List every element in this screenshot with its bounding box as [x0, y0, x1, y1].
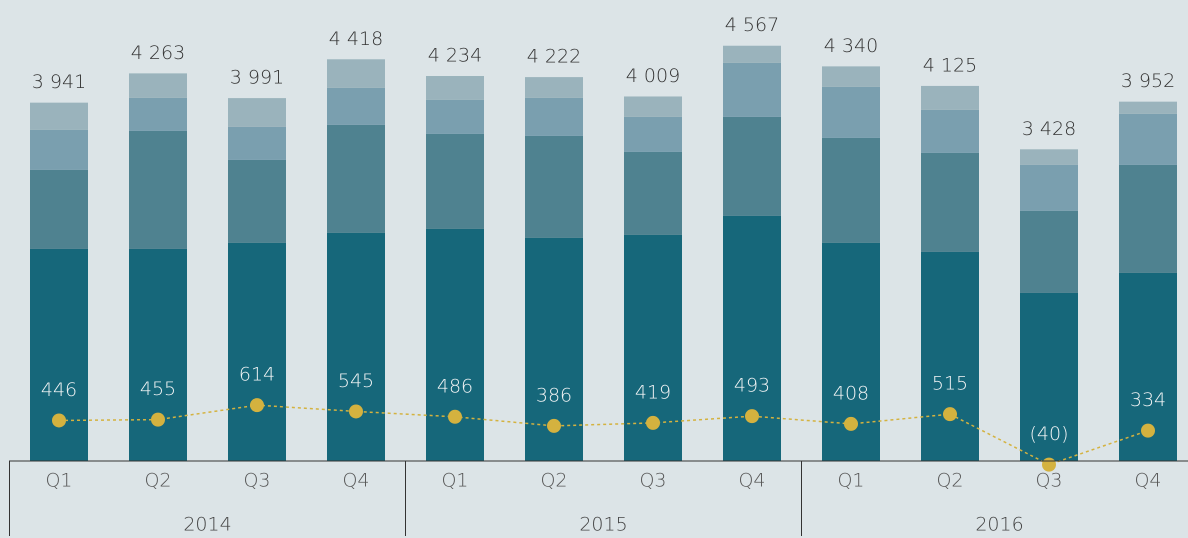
bar-segment — [30, 102, 88, 130]
line-point — [151, 412, 165, 427]
total-label: 3 991 — [230, 67, 284, 89]
bar-segment — [624, 96, 682, 117]
x-tick-label: Q4 — [342, 470, 369, 492]
x-tick-label: Q1 — [441, 470, 468, 492]
bar-segment — [426, 133, 484, 229]
bar-segment — [921, 109, 979, 153]
line-point — [1141, 423, 1155, 438]
line-label: 386 — [536, 384, 572, 406]
bar-segment — [624, 151, 682, 235]
line-label: 515 — [932, 373, 968, 395]
line-label: 419 — [635, 381, 671, 403]
bar-segment — [228, 159, 286, 243]
bar-segment — [822, 86, 880, 138]
x-tick-label: Q3 — [243, 470, 270, 492]
bar-segment — [228, 98, 286, 127]
x-tick-label: Q2 — [936, 470, 963, 492]
bar-segment — [426, 76, 484, 100]
line-point — [547, 418, 561, 433]
line-point — [52, 413, 66, 428]
bar-segment — [723, 45, 781, 63]
x-tick-label: Q3 — [1035, 470, 1062, 492]
total-label: 4 125 — [923, 54, 977, 76]
x-tick-label: Q4 — [738, 470, 765, 492]
total-label: 4 234 — [428, 45, 482, 67]
x-tick-label: Q4 — [1134, 470, 1161, 492]
x-tick-label: Q1 — [45, 470, 72, 492]
line-label: (40) — [1029, 423, 1068, 445]
bar-segment — [129, 73, 187, 98]
line-label: 486 — [437, 375, 473, 397]
x-tick-label: Q2 — [144, 470, 171, 492]
line-point — [646, 415, 660, 430]
bar-segment — [624, 116, 682, 152]
bar-segment — [30, 248, 88, 461]
bar-segment — [822, 66, 880, 87]
bar-segment — [723, 116, 781, 216]
bar-segment — [426, 99, 484, 134]
total-label: 4 567 — [725, 14, 779, 36]
bar-segment — [723, 215, 781, 461]
line-label: 545 — [338, 370, 374, 392]
total-label: 4 263 — [131, 42, 185, 64]
total-label: 3 952 — [1121, 70, 1175, 92]
total-label: 4 009 — [626, 65, 680, 87]
total-label: 4 340 — [824, 35, 878, 57]
group-label: 2014 — [183, 514, 231, 536]
bar-segment — [921, 85, 979, 110]
bar-segment — [129, 248, 187, 461]
bar-segment — [327, 124, 385, 233]
bar-segment — [1020, 164, 1078, 211]
line-point — [250, 398, 264, 413]
x-tick-label: Q2 — [540, 470, 567, 492]
line-label: 455 — [140, 378, 176, 400]
bar-segment — [327, 232, 385, 461]
line — [58, 404, 1149, 466]
bar-segment — [129, 97, 187, 131]
group-label: 2016 — [975, 514, 1023, 536]
bar-segment — [30, 129, 88, 170]
total-label: 4 222 — [527, 46, 581, 68]
bar-segment — [822, 137, 880, 243]
group-label: 2015 — [579, 514, 627, 536]
bar-segment — [723, 62, 781, 117]
line-label: 493 — [734, 375, 770, 397]
bar-segment — [30, 169, 88, 249]
bar-segment — [921, 152, 979, 252]
bar-segment — [1020, 210, 1078, 293]
bar-segment — [525, 97, 583, 136]
x-tick-label: Q3 — [639, 470, 666, 492]
line-point — [1042, 457, 1056, 472]
total-label: 4 418 — [329, 28, 383, 50]
bar-segment — [327, 59, 385, 88]
bar-segment — [426, 228, 484, 461]
total-label: 3 428 — [1022, 118, 1076, 140]
bar-segment — [1119, 164, 1177, 273]
line-point — [943, 407, 957, 422]
bar-segment — [525, 77, 583, 98]
line-label: 334 — [1130, 389, 1166, 411]
line-label: 614 — [239, 364, 275, 386]
bar-segment — [1119, 101, 1177, 114]
total-label: 3 941 — [32, 71, 86, 93]
line-point — [745, 409, 759, 424]
bar-segment — [525, 135, 583, 238]
bar-segment — [1020, 149, 1078, 165]
x-tick-label: Q1 — [837, 470, 864, 492]
line-label: 408 — [833, 382, 869, 404]
bar-segment — [1119, 113, 1177, 165]
bar-segment — [129, 130, 187, 249]
line-point — [448, 409, 462, 424]
bar-segment — [327, 87, 385, 125]
bar-segment — [228, 242, 286, 461]
bar-segment — [921, 251, 979, 461]
line-point — [844, 416, 858, 431]
bar-segment — [228, 126, 286, 160]
line-point — [349, 404, 363, 419]
line-label: 446 — [41, 379, 77, 401]
bar-segment — [1020, 292, 1078, 461]
